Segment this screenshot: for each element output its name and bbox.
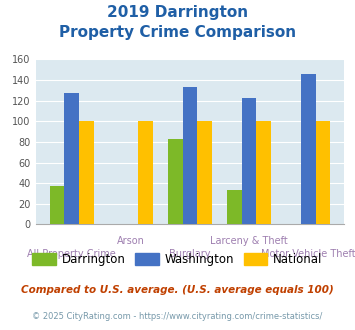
Text: © 2025 CityRating.com - https://www.cityrating.com/crime-statistics/: © 2025 CityRating.com - https://www.city… bbox=[32, 312, 323, 321]
Bar bbox=[301, 74, 316, 224]
Text: 2019 Darrington: 2019 Darrington bbox=[107, 5, 248, 20]
Text: Arson: Arson bbox=[117, 236, 145, 246]
Bar bbox=[227, 190, 242, 224]
Bar bbox=[182, 87, 197, 224]
Legend: Darrington, Washington, National: Darrington, Washington, National bbox=[28, 248, 327, 271]
Bar bbox=[256, 121, 271, 224]
Bar bbox=[79, 121, 94, 224]
Bar bbox=[242, 98, 256, 224]
Text: Larceny & Theft: Larceny & Theft bbox=[210, 236, 288, 246]
Bar bbox=[50, 186, 64, 224]
Bar bbox=[197, 121, 212, 224]
Text: Motor Vehicle Theft: Motor Vehicle Theft bbox=[261, 249, 355, 259]
Text: All Property Crime: All Property Crime bbox=[27, 249, 116, 259]
Text: Property Crime Comparison: Property Crime Comparison bbox=[59, 25, 296, 40]
Bar bbox=[316, 121, 330, 224]
Bar bbox=[168, 139, 182, 224]
Bar bbox=[138, 121, 153, 224]
Text: Burglary: Burglary bbox=[169, 249, 211, 259]
Bar bbox=[64, 93, 79, 224]
Text: Compared to U.S. average. (U.S. average equals 100): Compared to U.S. average. (U.S. average … bbox=[21, 285, 334, 295]
